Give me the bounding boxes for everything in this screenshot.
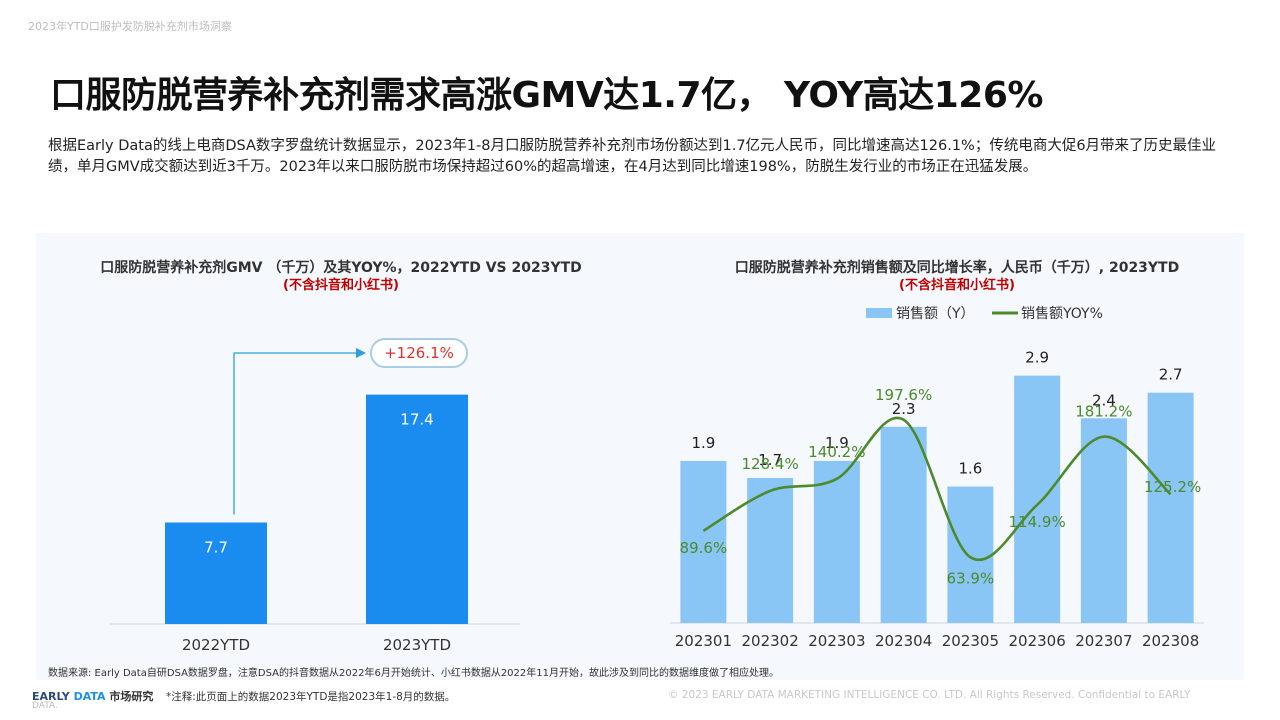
bar-value-label: 2.9 <box>1025 349 1049 367</box>
summary-description: 根据Early Data的线上电商DSA数字罗盘统计数据显示，2023年1-8月… <box>48 138 1217 175</box>
brand-part-1: EARLY <box>32 690 70 703</box>
bar-value-label: 1.6 <box>958 460 982 478</box>
brand-logo: EARLY DATA 市场研究 <box>32 688 153 704</box>
bar-2023ytd <box>366 394 468 624</box>
bar-value-label: 2.4 <box>1092 391 1116 409</box>
bar-202306 <box>1014 375 1061 623</box>
yoy-value-label: 197.6% <box>875 386 932 404</box>
brand-part-2: DATA <box>73 690 106 703</box>
yoy-value-label: 181.2% <box>1075 403 1132 421</box>
footnote: *注释:此页面上的数据2023年YTD是指2023年1-8月的数据。 <box>166 691 456 703</box>
brand-sub: DATA. <box>32 701 58 711</box>
x-tick-label: 202304 <box>875 632 932 650</box>
report-top-label: 2023年YTD口服护发防脱补充剂市场洞察 <box>28 20 232 33</box>
copyright: © 2023 EARLY DATA MARKETING INTELLIGENCE… <box>668 689 1191 701</box>
bar-value-label: 1.7 <box>758 451 782 469</box>
yoy-value-label: 125.2% <box>1144 478 1201 496</box>
growth-badge-label: +126.1% <box>384 344 454 362</box>
yoy-value-label: 114.9% <box>1009 513 1066 531</box>
bar-2022ytd <box>165 522 267 624</box>
bar-202301 <box>680 460 727 623</box>
bar-202307 <box>1080 418 1127 623</box>
left-chart-note: (不含抖音和小红书) <box>283 278 399 293</box>
bar-value-label: 7.7 <box>204 539 228 557</box>
growth-badge <box>370 338 468 368</box>
right-chart-title: 口服防脱营养补充剂销售额及同比增长率，人民币（千万）, 2023YTD <box>734 260 1180 276</box>
page-title: 口服防脱营养补充剂需求高涨GMV达1.7亿， YOY高达126% <box>50 75 1043 116</box>
yoy-value-label: 140.2% <box>808 443 865 461</box>
legend-line-label: 销售额YOY% <box>1021 306 1103 322</box>
bar-202305 <box>947 486 994 623</box>
brand-part-3: 市场研究 <box>109 690 154 703</box>
bar-value-label: 2.3 <box>892 400 916 418</box>
bar-value-label: 17.4 <box>400 411 433 429</box>
bar-202303 <box>813 460 860 623</box>
yoy-line <box>702 416 1172 562</box>
growth-arrow-line <box>233 352 358 515</box>
data-source-note: 数据来源: Early Data自研DSA数据罗盘，注意DSA的抖音数据从202… <box>48 668 779 679</box>
x-tick-label: 202307 <box>1075 632 1132 650</box>
x-tick-label: 202305 <box>942 632 999 650</box>
bar-202308 <box>1147 392 1194 623</box>
legend-bar-label: 销售额（Y） <box>896 306 975 322</box>
x-tick-label: 202302 <box>741 632 798 650</box>
bar-value-label: 1.9 <box>825 434 849 452</box>
monthly-sales-chart: 销售额（Y） 销售额YOY% 1.9 202301 1.7 202302 1.9 202303… <box>670 306 1204 650</box>
x-tick-label: 2023YTD <box>383 636 451 654</box>
bar-202304 <box>880 426 927 623</box>
yoy-value-label: 128.4% <box>742 455 799 473</box>
x-tick-label: 202308 <box>1142 632 1199 650</box>
x-tick-label: 202303 <box>808 632 865 650</box>
ytd-gmv-chart: 7.7 2022YTD 17.4 2023YTD +126.1% <box>110 338 520 654</box>
bar-value-label: 1.9 <box>691 434 715 452</box>
x-tick-label: 202301 <box>675 632 732 650</box>
bar-value-label: 2.7 <box>1159 366 1183 384</box>
x-tick-label: 2022YTD <box>182 636 250 654</box>
yoy-value-label: 89.6% <box>680 539 728 557</box>
right-chart-note: (不含抖音和小红书) <box>899 278 1015 293</box>
left-chart-title: 口服防脱营养补充剂GMV （千万）及其YOY%，2022YTD VS 2023Y… <box>100 260 582 276</box>
growth-arrow-head <box>356 348 366 358</box>
legend-bar-swatch <box>866 308 892 318</box>
yoy-value-label: 63.9% <box>947 569 995 587</box>
x-tick-label: 202306 <box>1008 632 1065 650</box>
bar-202302 <box>747 478 794 623</box>
